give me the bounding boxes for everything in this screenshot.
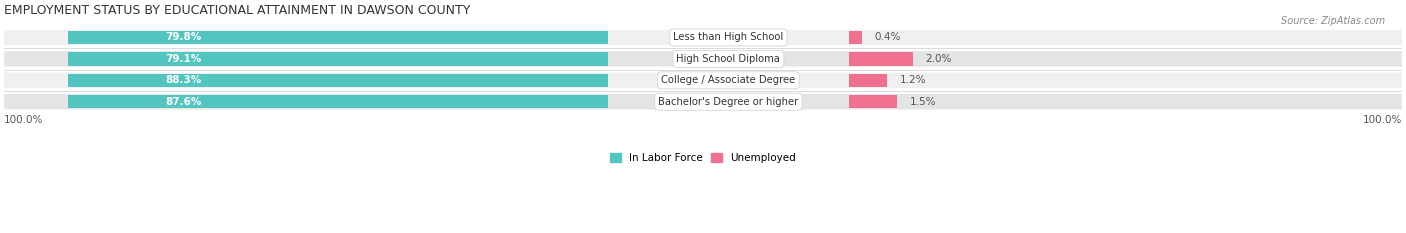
FancyBboxPatch shape	[4, 30, 1402, 45]
Text: Less than High School: Less than High School	[673, 32, 783, 42]
Text: 87.6%: 87.6%	[165, 97, 201, 107]
Text: College / Associate Degree: College / Associate Degree	[661, 75, 796, 85]
Text: 1.2%: 1.2%	[900, 75, 927, 85]
Text: 100.0%: 100.0%	[4, 115, 44, 125]
Bar	[67, 31, 607, 44]
Text: 88.3%: 88.3%	[165, 75, 201, 85]
Text: Bachelor's Degree or higher: Bachelor's Degree or higher	[658, 97, 799, 107]
Text: 2.0%: 2.0%	[925, 54, 952, 64]
Text: High School Diploma: High School Diploma	[676, 54, 780, 64]
FancyBboxPatch shape	[4, 73, 1402, 88]
Bar	[67, 74, 607, 87]
Text: 0.4%: 0.4%	[875, 32, 901, 42]
Text: 79.8%: 79.8%	[165, 32, 201, 42]
FancyBboxPatch shape	[4, 94, 1402, 110]
FancyBboxPatch shape	[4, 51, 1402, 67]
Text: 79.1%: 79.1%	[165, 54, 201, 64]
Text: 1.5%: 1.5%	[910, 97, 936, 107]
Bar	[849, 74, 887, 87]
Text: EMPLOYMENT STATUS BY EDUCATIONAL ATTAINMENT IN DAWSON COUNTY: EMPLOYMENT STATUS BY EDUCATIONAL ATTAINM…	[4, 4, 471, 17]
Text: Source: ZipAtlas.com: Source: ZipAtlas.com	[1281, 16, 1385, 26]
Bar	[67, 95, 607, 108]
Bar	[67, 52, 607, 65]
Text: 100.0%: 100.0%	[1362, 115, 1402, 125]
Legend: In Labor Force, Unemployed: In Labor Force, Unemployed	[610, 153, 796, 163]
Bar	[849, 52, 912, 65]
Bar	[849, 31, 862, 44]
Bar	[849, 95, 897, 108]
